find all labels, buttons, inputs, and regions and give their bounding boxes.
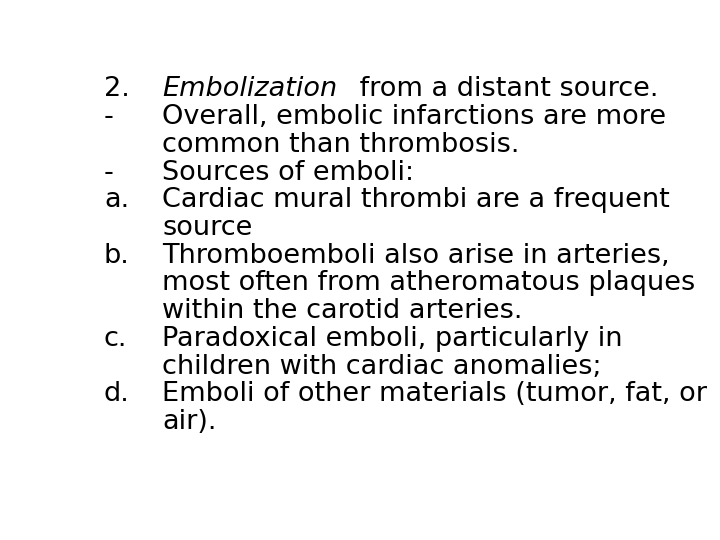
Text: d.: d. xyxy=(104,381,130,407)
Text: Sources of emboli:: Sources of emboli: xyxy=(162,159,414,186)
Text: -: - xyxy=(104,159,114,186)
Text: source: source xyxy=(162,215,253,241)
Text: Thromboemboli also arise in arteries,: Thromboemboli also arise in arteries, xyxy=(162,242,670,269)
Text: most often from atheromatous plaques: most often from atheromatous plaques xyxy=(162,271,696,296)
Text: Cardiac mural thrombi are a frequent: Cardiac mural thrombi are a frequent xyxy=(162,187,670,213)
Text: 2.: 2. xyxy=(104,76,130,103)
Text: from a distant source.: from a distant source. xyxy=(351,76,659,103)
Text: common than thrombosis.: common than thrombosis. xyxy=(162,132,519,158)
Text: c.: c. xyxy=(104,326,127,352)
Text: Overall, embolic infarctions are more: Overall, embolic infarctions are more xyxy=(162,104,666,130)
Text: b.: b. xyxy=(104,242,130,269)
Text: within the carotid arteries.: within the carotid arteries. xyxy=(162,298,523,324)
Text: air).: air). xyxy=(162,409,217,435)
Text: Emboli of other materials (tumor, fat, or: Emboli of other materials (tumor, fat, o… xyxy=(162,381,707,407)
Text: Paradoxical emboli, particularly in: Paradoxical emboli, particularly in xyxy=(162,326,623,352)
Text: Embolization: Embolization xyxy=(162,76,338,103)
Text: -: - xyxy=(104,104,114,130)
Text: a.: a. xyxy=(104,187,129,213)
Text: children with cardiac anomalies;: children with cardiac anomalies; xyxy=(162,354,602,380)
